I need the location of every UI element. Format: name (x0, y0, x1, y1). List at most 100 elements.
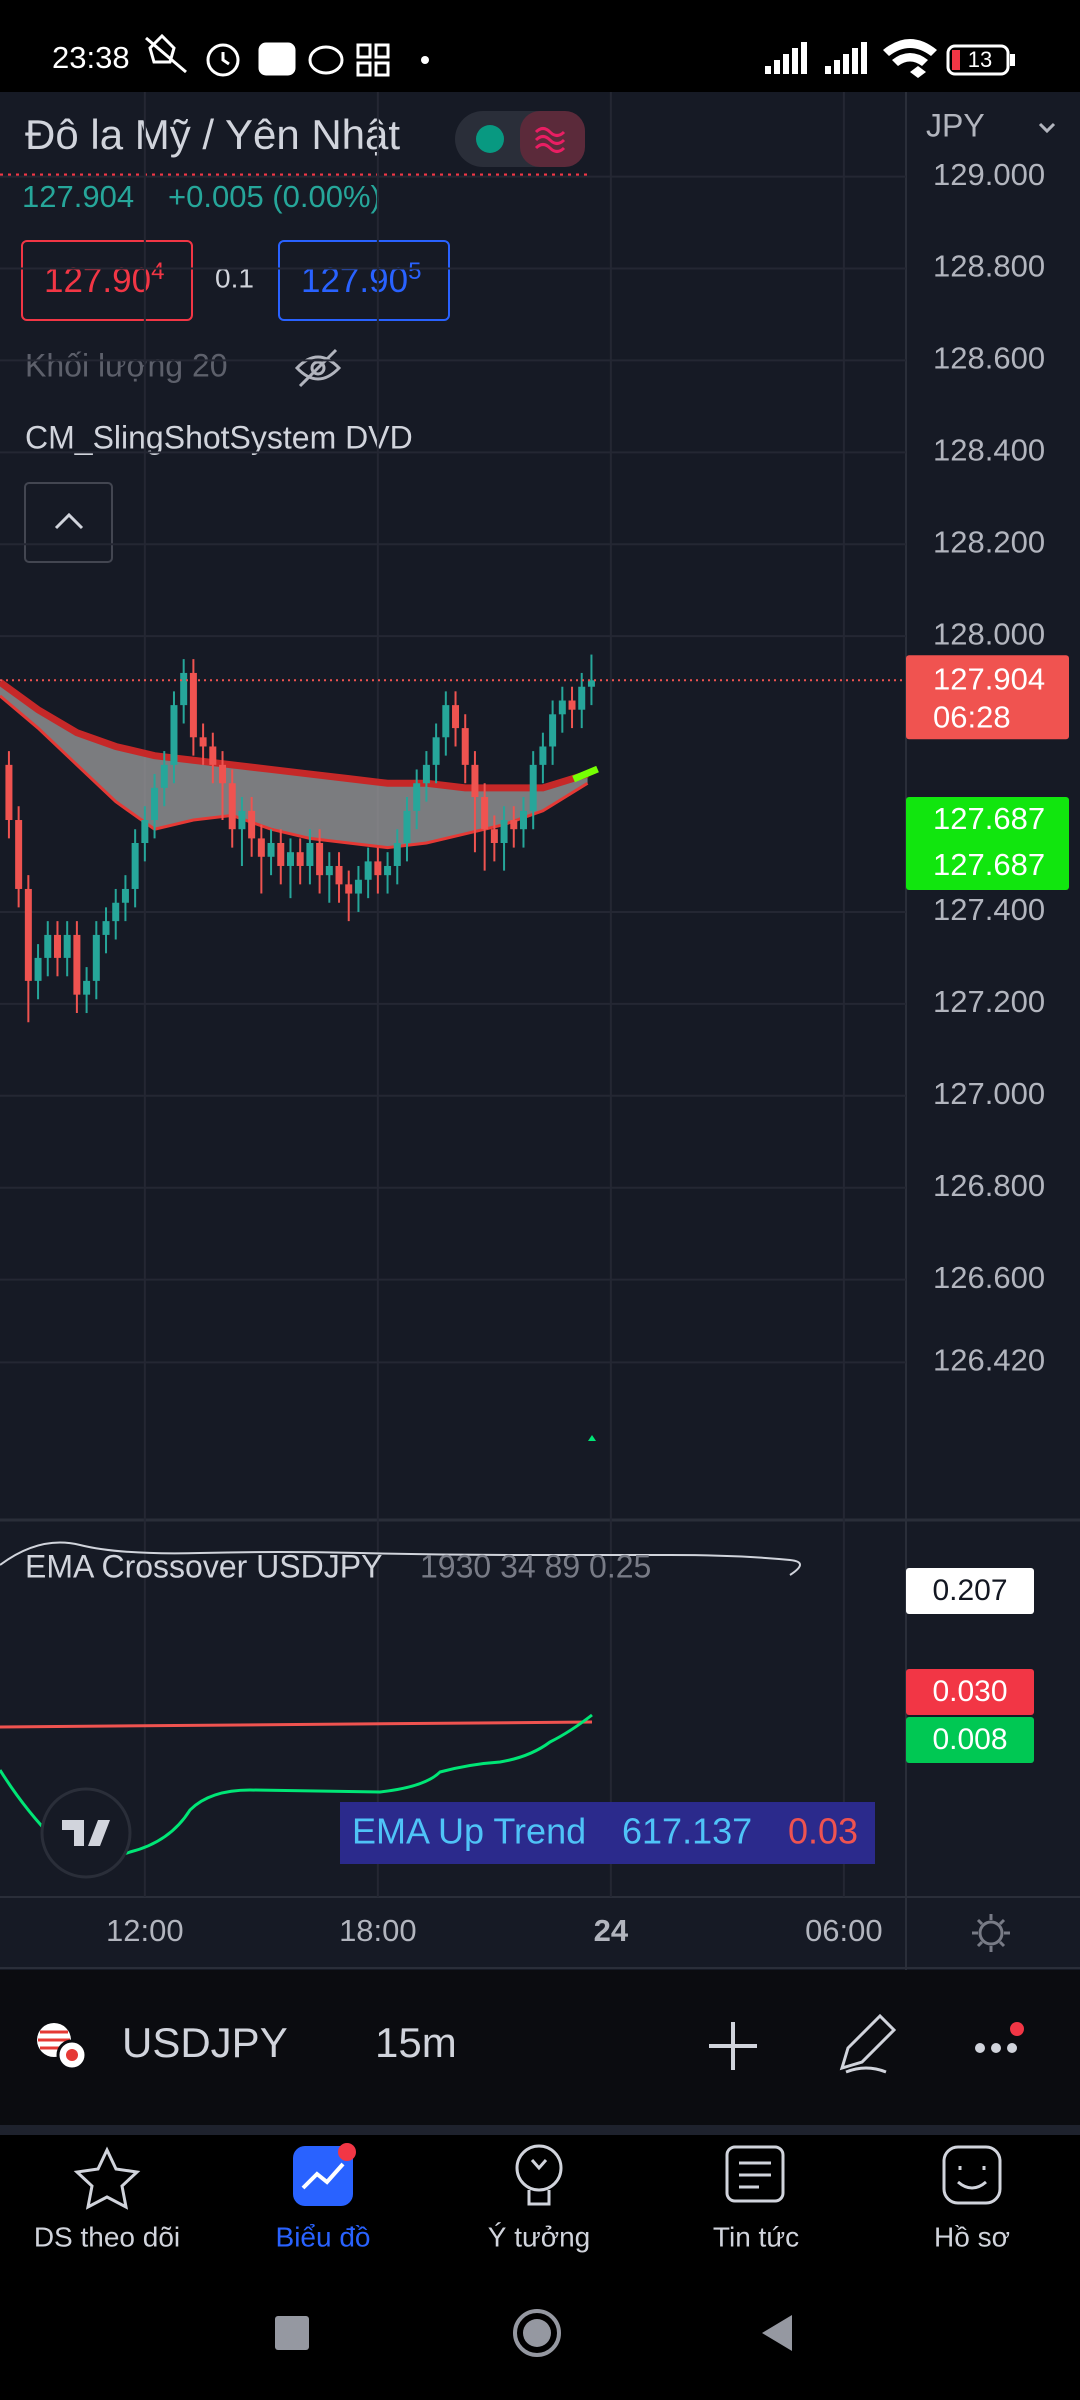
candle-body (180, 672, 188, 706)
candle-body (316, 842, 324, 876)
buy-pip: 5 (408, 258, 421, 285)
add-button[interactable] (709, 2022, 757, 2070)
candle-body (432, 737, 440, 765)
x-tick-label: 06:00 (805, 1913, 883, 1948)
candle-body (141, 820, 149, 843)
candle-body (63, 934, 71, 958)
x-tick-label: 24 (594, 1913, 629, 1948)
candle-body (374, 861, 382, 876)
news-icon-lines (739, 2161, 771, 2189)
level-box (906, 1717, 1034, 1763)
sell-button[interactable] (21, 240, 193, 321)
logo[interactable] (40, 1787, 132, 1879)
y-tick-label: 127.200 (933, 984, 1045, 1019)
candle-body (452, 705, 460, 729)
nav-label[interactable]: DS theo dõi (34, 2221, 180, 2252)
home-button[interactable] (513, 2309, 561, 2357)
x-tick-label: 18:00 (339, 1913, 417, 1948)
battery (946, 44, 1010, 76)
price-change: +0.005 (0.00%) (168, 179, 381, 214)
candle-body (5, 764, 13, 821)
candle-body (296, 852, 304, 866)
candle-body (209, 746, 217, 765)
legend-signal: 0.03 (788, 1811, 858, 1852)
recents-button[interactable] (275, 2316, 309, 2350)
buy-price: 127.905 (301, 258, 421, 300)
candle-body (529, 764, 537, 811)
candle-body (568, 700, 576, 710)
nav-label[interactable]: Ý tưởng (488, 2221, 590, 2252)
sell-pip: 4 (151, 258, 164, 285)
battery-level (952, 50, 960, 70)
price-plot (0, 654, 906, 1023)
indicator-line (0, 1541, 801, 1576)
nav-label[interactable]: Hồ sơ (934, 2221, 1010, 2252)
watchlist-icon[interactable] (73, 2146, 141, 2210)
legend-value: 617.137 (622, 1811, 752, 1852)
nav-label[interactable]: Biểu đồ (276, 2221, 371, 2252)
y-tick-label: 128.800 (933, 249, 1045, 284)
hide-icon[interactable] (294, 348, 342, 388)
legend-name: EMA Up Trend (352, 1811, 586, 1852)
collapse-button[interactable] (24, 482, 113, 563)
candle-body (558, 700, 566, 715)
level-label: 0.207 (932, 1574, 1007, 1607)
candle-body (257, 838, 265, 857)
signal-icons (765, 39, 937, 78)
band-fill (0, 682, 588, 848)
nav-label[interactable]: Tin tức (713, 2221, 799, 2252)
candle-body (151, 787, 159, 821)
candle-body (413, 783, 421, 811)
level-box (906, 1568, 1034, 1614)
y-tick-label: 128.000 (933, 616, 1045, 651)
ideas-icon[interactable] (515, 2144, 563, 2192)
candle-body (393, 842, 401, 866)
dot (421, 56, 429, 64)
back-button[interactable] (762, 2315, 792, 2351)
last-price-box (906, 655, 1069, 740)
grid (0, 92, 906, 1897)
level-label: 0.030 (932, 1675, 1007, 1708)
candle-body (112, 902, 120, 922)
profile-icon[interactable] (942, 2145, 1002, 2205)
interval[interactable]: 15m (375, 2019, 457, 2066)
candle-body (34, 957, 42, 981)
candle-body (306, 842, 314, 866)
candle-body (131, 842, 139, 889)
candle-body (15, 820, 23, 889)
more-button[interactable] (975, 2043, 1017, 2053)
battery-tip (1010, 54, 1015, 66)
countdown: 06:28 (933, 699, 1011, 734)
symbol-title[interactable]: Đô la Mỹ / Yên Nhật (25, 111, 400, 158)
currency[interactable]: JPY (926, 107, 985, 143)
band-level-label: 127.687 (933, 847, 1045, 882)
band-level-label: 127.687 (933, 801, 1045, 836)
candle-body (442, 705, 450, 738)
profile-face (957, 2166, 987, 2190)
candle-body (199, 737, 207, 747)
signal-marker (588, 1435, 596, 1441)
volume-label: Khối lượng 20 (25, 347, 228, 383)
spread: 0.1 (215, 262, 254, 293)
candle-body (539, 746, 547, 765)
chart-icon[interactable] (293, 2146, 353, 2206)
y-tick-label: 129.000 (933, 157, 1045, 192)
y-tick-label: 127.400 (933, 892, 1045, 927)
flag-jp-sun (66, 2049, 78, 2061)
symbol[interactable]: USDJPY (122, 2019, 288, 2066)
candle-body (121, 888, 129, 903)
bottom-nav (0, 2135, 1080, 2400)
toggle-part (520, 111, 585, 167)
candle-body (102, 921, 110, 935)
settings-icon[interactable] (972, 1914, 1010, 1952)
candle-body (549, 714, 557, 747)
candle-body (403, 810, 411, 843)
draw-button[interactable] (839, 2013, 897, 2074)
sell-main: 127.90 (44, 261, 151, 300)
buy-button[interactable] (278, 240, 450, 321)
chart-area (0, 92, 1080, 1970)
notification-dot (338, 2143, 356, 2161)
news-icon[interactable] (725, 2145, 785, 2203)
candle-body (92, 934, 100, 981)
candle-body (345, 884, 353, 894)
